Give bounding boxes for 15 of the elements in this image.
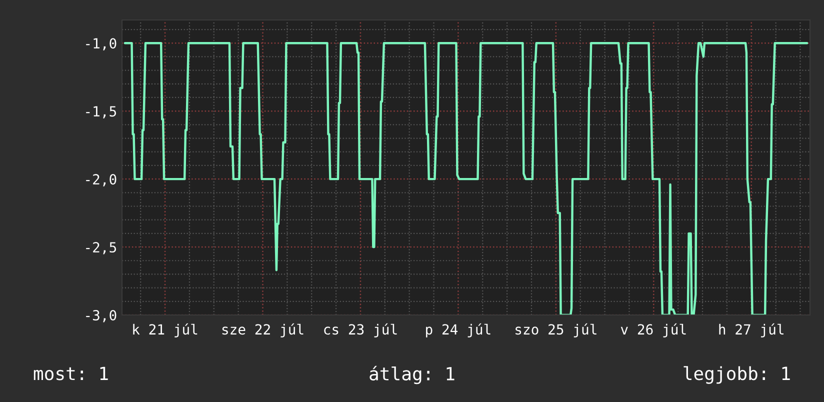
y-tick-label: -1,5 [86,106,116,118]
y-tick-label: -2,5 [86,242,116,254]
x-tick-label: h 27 júl [719,323,784,338]
text: most: 1 [34,366,108,380]
y-tick-label: -2,0 [86,174,116,186]
x-tick-label: sze 22 júl [222,323,304,338]
x-tick-label: v 26 júl [620,323,686,338]
text: legjobb: 1 [684,366,790,384]
x-tick-label: k 21 júl [133,323,198,338]
x-tick-label: cs 23 júl [324,323,397,338]
text: átlag: 1 [370,366,454,384]
y-tick-label: -1,0 [86,38,116,50]
y-tick-label: -3,0 [86,310,116,322]
x-tick-label: p 24 júl [426,323,490,338]
x-tick-label: szo 25 júl [516,323,596,338]
